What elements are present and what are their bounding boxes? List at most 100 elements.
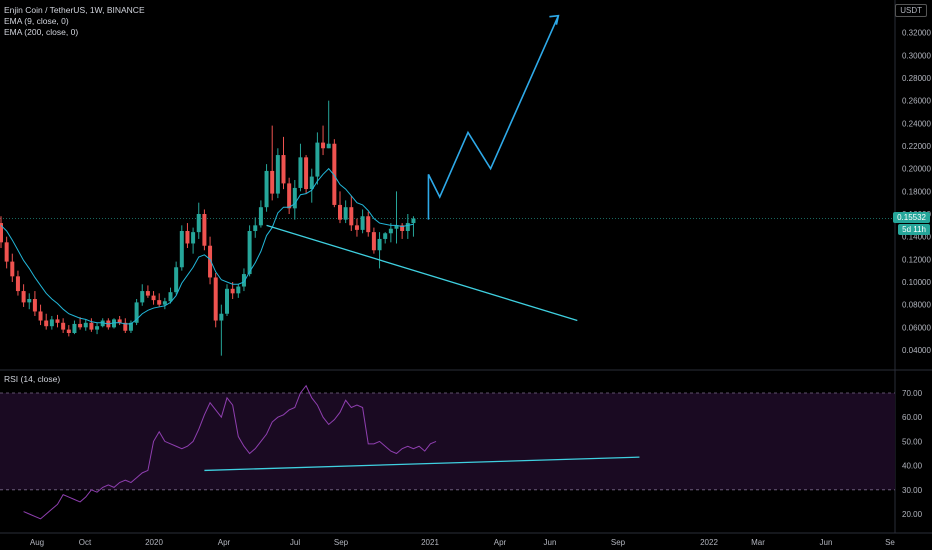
- candle-body[interactable]: [366, 216, 371, 233]
- candle-body[interactable]: [394, 225, 399, 229]
- time-tick-label: Jun: [544, 538, 557, 547]
- candle-body[interactable]: [83, 322, 88, 328]
- currency-badge[interactable]: USDT: [895, 4, 927, 17]
- candle-body[interactable]: [411, 218, 416, 224]
- candle-body[interactable]: [343, 207, 348, 220]
- rsi-tick-label: 60.00: [902, 413, 923, 422]
- rsi-band: [0, 393, 895, 490]
- candle-body[interactable]: [383, 233, 388, 239]
- candle-body[interactable]: [179, 231, 184, 268]
- candle-body[interactable]: [377, 238, 382, 251]
- candle-body[interactable]: [95, 326, 100, 330]
- candle-body[interactable]: [213, 277, 218, 321]
- price-trendline[interactable]: [266, 224, 578, 322]
- candle-body[interactable]: [196, 214, 201, 233]
- candle-body[interactable]: [72, 323, 77, 333]
- candle-body[interactable]: [44, 320, 49, 327]
- candle-body[interactable]: [247, 231, 252, 275]
- candle-body[interactable]: [32, 299, 37, 312]
- time-tick-label: 2021: [421, 538, 439, 547]
- candle-body[interactable]: [15, 276, 20, 292]
- candle-body[interactable]: [100, 320, 105, 327]
- candle-body[interactable]: [230, 288, 235, 294]
- price-tick-label: 0.28000: [902, 74, 931, 83]
- candle-body[interactable]: [117, 319, 122, 323]
- candle-body[interactable]: [140, 291, 145, 303]
- candle-body[interactable]: [123, 322, 128, 331]
- symbol-title[interactable]: Enjin Coin / TetherUS, 1W, BINANCE: [4, 5, 145, 15]
- candle-body[interactable]: [338, 204, 342, 220]
- candle-body[interactable]: [55, 319, 60, 323]
- candle-body[interactable]: [157, 300, 162, 305]
- candle-body[interactable]: [349, 207, 354, 226]
- candle-body[interactable]: [66, 329, 71, 333]
- time-tick-label: Aug: [30, 538, 44, 547]
- candle-body[interactable]: [174, 267, 179, 293]
- candle-body[interactable]: [388, 228, 393, 234]
- ema-fast-label[interactable]: EMA (9, close, 0): [4, 16, 69, 26]
- candle-body[interactable]: [264, 170, 269, 208]
- price-tick-label: 0.22000: [902, 142, 931, 151]
- candle-body[interactable]: [112, 319, 116, 328]
- candle-body[interactable]: [61, 322, 66, 330]
- candle-body[interactable]: [145, 291, 150, 296]
- ema-slow-label[interactable]: EMA (200, close, 0): [4, 27, 79, 37]
- candle-body[interactable]: [185, 231, 190, 244]
- candle-body[interactable]: [400, 225, 405, 231]
- candle-body[interactable]: [326, 143, 331, 149]
- candle-body[interactable]: [219, 313, 224, 321]
- candle-body[interactable]: [253, 225, 258, 231]
- candle-body[interactable]: [49, 319, 54, 327]
- candle-body[interactable]: [292, 187, 297, 209]
- time-tick-label: Se: [885, 538, 895, 547]
- last-price-badge: 0.15532: [893, 212, 930, 223]
- time-tick-label: 2022: [700, 538, 718, 547]
- price-tick-label: 0.32000: [902, 29, 931, 38]
- price-tick-label: 0.14000: [902, 233, 931, 242]
- candle-body[interactable]: [27, 299, 32, 303]
- rsi-label[interactable]: RSI (14, close): [4, 374, 61, 384]
- price-tick-label: 0.04000: [902, 346, 931, 355]
- candle-body[interactable]: [225, 288, 229, 314]
- candle-body[interactable]: [287, 183, 292, 209]
- candle-body[interactable]: [134, 302, 139, 323]
- candle-body[interactable]: [38, 311, 43, 321]
- candle-body[interactable]: [258, 207, 263, 226]
- candle-body[interactable]: [168, 292, 173, 302]
- candle-body[interactable]: [354, 225, 359, 230]
- candle-body[interactable]: [162, 301, 167, 305]
- candle-body[interactable]: [405, 223, 410, 231]
- candle-body[interactable]: [78, 323, 83, 328]
- rsi-trendline[interactable]: [204, 456, 640, 472]
- candle-body[interactable]: [202, 214, 207, 246]
- price-tick-label: 0.26000: [902, 97, 931, 106]
- candle-body[interactable]: [151, 295, 156, 301]
- projection-path[interactable]: [427, 15, 560, 220]
- candle-body[interactable]: [4, 242, 9, 262]
- candle-body[interactable]: [10, 261, 15, 277]
- candle-body[interactable]: [281, 155, 286, 184]
- candle-body[interactable]: [0, 223, 3, 243]
- candle-body[interactable]: [309, 176, 314, 190]
- candle-body[interactable]: [236, 286, 241, 294]
- candle-body[interactable]: [304, 157, 309, 190]
- price-tick-label: 0.18000: [902, 187, 931, 196]
- rsi-tick-label: 70.00: [902, 389, 923, 398]
- rsi-line: [23, 384, 437, 520]
- candle-body[interactable]: [241, 274, 246, 287]
- candle-body[interactable]: [371, 232, 376, 251]
- candle-body[interactable]: [360, 216, 365, 230]
- candle-body[interactable]: [21, 291, 26, 303]
- candle-body[interactable]: [332, 143, 337, 205]
- candle-body[interactable]: [275, 155, 280, 194]
- candle-body[interactable]: [298, 157, 303, 188]
- rsi-legend: RSI (14, close): [4, 374, 60, 385]
- candle-body[interactable]: [321, 142, 326, 149]
- candle-body[interactable]: [191, 232, 196, 244]
- candle-body[interactable]: [208, 245, 213, 278]
- candle-body[interactable]: [270, 170, 275, 194]
- candle-body[interactable]: [89, 322, 94, 330]
- candle-body[interactable]: [315, 142, 320, 177]
- candle-body[interactable]: [128, 322, 133, 331]
